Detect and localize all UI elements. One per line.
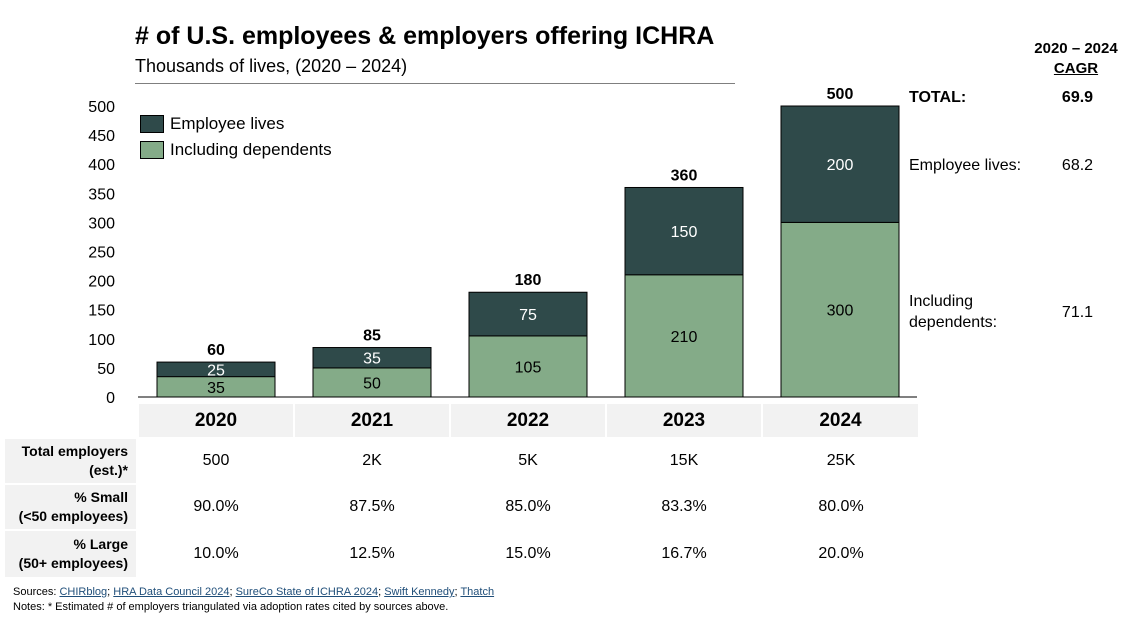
row-label-line1: % Small: [74, 489, 128, 505]
cagr-header-period: 2020 – 2024: [1034, 40, 1118, 57]
table-row-label-total-employers: Total employers (est.)*: [5, 439, 136, 483]
chart-subtitle: Thousands of lives, (2020 – 2024): [135, 56, 408, 76]
y-tick-label: 400: [88, 157, 115, 174]
data-label-dependents: 105: [515, 359, 542, 376]
legend-label-including-dependents: Including dependents: [170, 140, 332, 159]
sources-separator: ;: [107, 586, 114, 598]
bar-employee-2022: [468, 291, 588, 337]
table-cell: 12.5%: [349, 545, 395, 562]
sources-separator: ;: [454, 586, 461, 598]
legend-item-including-dependents: Including dependents: [140, 139, 332, 161]
table-cell: 16.7%: [661, 545, 707, 562]
legend-item-employee-lives: Employee lives: [140, 113, 284, 135]
data-label-employee: 35: [363, 351, 381, 368]
table-year-2020: 2020: [139, 404, 293, 437]
data-label-total: 180: [515, 272, 542, 289]
source-link-thatch[interactable]: Thatch: [460, 586, 495, 598]
cagr-employee-label: Employee lives:: [909, 157, 1022, 174]
data-label-total: 85: [363, 328, 381, 345]
legend-label-employee-lives: Employee lives: [170, 114, 285, 133]
table-cell: 5K: [518, 452, 538, 469]
sources-separator: ;: [378, 586, 385, 598]
sources-prefix: Sources:: [13, 586, 60, 598]
table-cell: 20.0%: [818, 545, 864, 562]
cagr-dependents-label-line2: dependents:: [909, 314, 998, 331]
data-label-total: 500: [827, 86, 854, 103]
data-label-total: 60: [207, 342, 225, 359]
cagr-dependents-value: 71.1: [1061, 304, 1094, 321]
row-label-line1: % Large: [73, 536, 128, 552]
y-tick-label: 350: [88, 186, 115, 203]
source-link-hra-data-council[interactable]: HRA Data Council 2024: [113, 586, 230, 598]
cagr-header-label: CAGR: [1053, 60, 1099, 77]
notes-line: Notes: * Estimated # of employers triang…: [13, 601, 449, 613]
y-tick-label: 200: [88, 274, 115, 291]
data-label-dependents: 50: [363, 375, 381, 392]
bar-dependents-2021: [312, 367, 432, 398]
table-cell: 87.5%: [349, 498, 395, 515]
sources-line: Sources: CHIRblog; HRA Data Council 2024…: [13, 586, 494, 598]
data-label-employee: 200: [827, 157, 854, 174]
data-label-employee: 150: [671, 224, 698, 241]
data-label-dependents: 210: [671, 329, 698, 346]
bar-employee-2023: [624, 186, 744, 276]
table-cell: 15K: [669, 452, 699, 469]
table-cell: 10.0%: [193, 545, 239, 562]
y-tick-label: 50: [97, 361, 115, 378]
table-year-2022: 2022: [451, 404, 605, 437]
table-year-2021: 2021: [295, 404, 449, 437]
bar-dependents-2023: [624, 274, 744, 398]
y-tick-label: 150: [88, 303, 115, 320]
cagr-dependents-label-line1: Including: [909, 293, 974, 310]
y-tick-label: 0: [106, 390, 115, 407]
table-cell: 500: [202, 452, 230, 469]
y-tick-label: 500: [88, 99, 115, 116]
table-cell: 90.0%: [193, 498, 239, 515]
bar-employee-2024: [780, 105, 900, 223]
table-row-label-large: % Large (50+ employees): [5, 531, 136, 577]
y-tick-label: 450: [88, 128, 115, 145]
table-cell: 80.0%: [818, 498, 864, 515]
legend-swatch-employee-lives: [140, 115, 164, 133]
legend-swatch-including-dependents: [140, 141, 164, 159]
row-label-line2: (50+ employees): [18, 555, 128, 571]
y-tick-label: 100: [88, 332, 115, 349]
data-label-total: 360: [671, 167, 698, 184]
data-label-employee: 25: [207, 362, 225, 379]
cagr-employee-value: 68.2: [1061, 157, 1094, 174]
data-label-dependents: 35: [207, 380, 225, 397]
table-year-2024: 2024: [763, 404, 918, 437]
source-link-chirblog[interactable]: CHIRblog: [59, 586, 108, 598]
sources-separator: ;: [229, 586, 236, 598]
table-cell: 83.3%: [661, 498, 707, 515]
table-year-2023: 2023: [607, 404, 761, 437]
data-label-employee: 75: [519, 307, 537, 324]
row-label-line1: Total employers: [21, 443, 128, 459]
bar-dependents-2022: [468, 335, 588, 398]
y-tick-label: 250: [88, 245, 115, 262]
data-label-dependents: 300: [827, 303, 854, 320]
table-row-label-small: % Small (<50 employees): [5, 485, 136, 529]
source-link-swift-kennedy[interactable]: Swift Kennedy: [384, 586, 455, 598]
chart-title: # of U.S. employees & employers offering…: [135, 22, 715, 50]
bar-employee-2020: [156, 361, 276, 378]
bar-employee-2021: [312, 347, 432, 369]
bar-dependents-2024: [780, 221, 900, 398]
table-cell: 25K: [826, 452, 856, 469]
table-cell: 2K: [362, 452, 382, 469]
title-divider: [135, 83, 735, 84]
source-link-sureco[interactable]: SureCo State of ICHRA 2024: [235, 586, 379, 598]
cagr-total-label: TOTAL:: [909, 89, 967, 106]
table-cell: 85.0%: [505, 498, 551, 515]
stacked-bar-chart: 0501001502002503003504004505003525605035…: [88, 86, 917, 407]
table-cell: 15.0%: [505, 545, 551, 562]
y-tick-label: 300: [88, 215, 115, 232]
row-label-line2: (<50 employees): [18, 508, 128, 524]
cagr-total-value: 69.9: [1061, 89, 1094, 106]
row-label-line2: (est.)*: [89, 462, 128, 478]
